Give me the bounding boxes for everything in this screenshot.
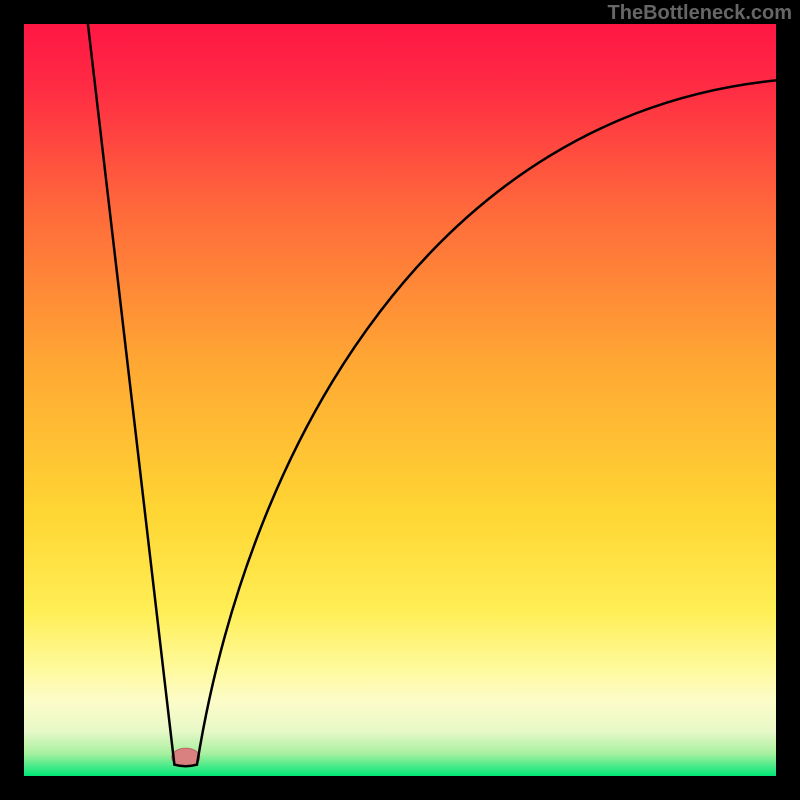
- chart-container: TheBottleneck.com: [0, 0, 800, 800]
- watermark-text: TheBottleneck.com: [608, 2, 792, 25]
- gradient-svg: [24, 24, 776, 776]
- gradient-background: [24, 24, 776, 776]
- valley-marker: [172, 748, 200, 766]
- plot-area: [24, 24, 776, 776]
